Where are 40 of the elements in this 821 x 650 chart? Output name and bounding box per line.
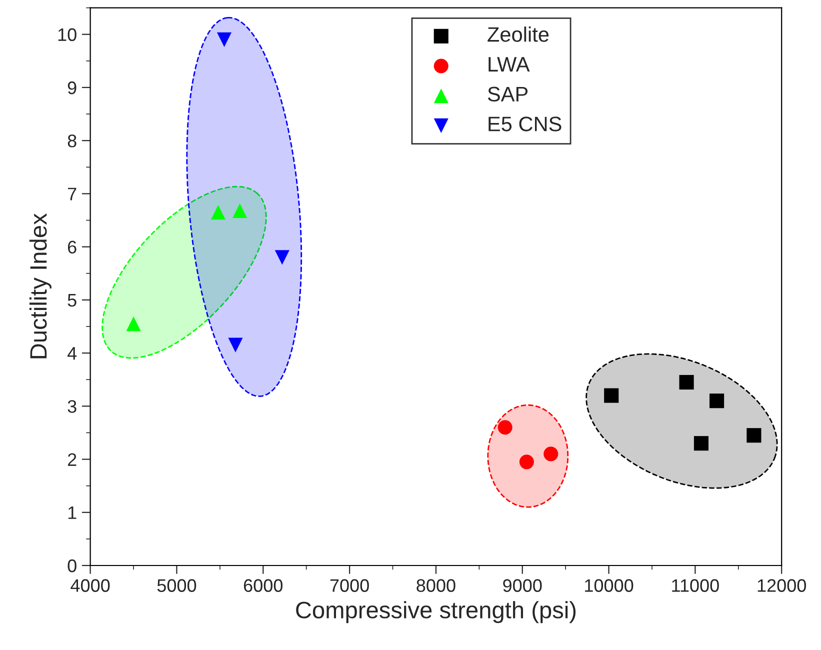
y-tick-label: 7 [68, 188, 76, 200]
x-tick-label: 10000 [585, 579, 634, 592]
legend-label: Zeolite [488, 26, 549, 42]
point [746, 428, 762, 443]
y-tick-label: 5 [68, 294, 76, 307]
y-axis-title: Ductility Index [29, 213, 52, 358]
y-tick-label: 2 [68, 453, 76, 466]
point [274, 250, 290, 265]
point [228, 338, 243, 352]
point [498, 420, 512, 435]
point [210, 205, 226, 220]
x-tick-label: 4000 [70, 579, 110, 592]
x-tick-label: 5000 [157, 579, 196, 592]
y-tick-label: 3 [68, 400, 76, 413]
y-tick-label: 9 [68, 81, 76, 94]
point [544, 446, 558, 462]
legend-label: SAP [488, 86, 528, 102]
y-tick-label: 8 [68, 134, 76, 148]
x-tick-label: 6000 [244, 579, 283, 592]
point [604, 388, 619, 403]
y-tick-label: 10 [58, 28, 76, 42]
point [232, 203, 248, 218]
point [126, 316, 141, 332]
x-tick-label: 12000 [758, 579, 806, 592]
point [694, 436, 709, 451]
point [710, 394, 724, 408]
point [519, 454, 534, 470]
point [679, 374, 694, 390]
x-axis-title: Compressive strength (psi) [296, 601, 576, 624]
y-tick-label: 4 [67, 347, 77, 360]
y-tick-label: 6 [68, 240, 76, 254]
x-tick-label: 9000 [503, 579, 542, 592]
x-tick-label: 11000 [672, 579, 719, 592]
y-tick-label: 0 [68, 559, 76, 572]
legend-label: E5 CNS [488, 116, 562, 132]
x-tick-label: 8000 [416, 579, 456, 592]
y-tick-label: 1 [68, 506, 76, 519]
point [216, 32, 232, 47]
legend-label: LWA [488, 57, 530, 72]
x-tick-label: 7000 [330, 579, 369, 592]
